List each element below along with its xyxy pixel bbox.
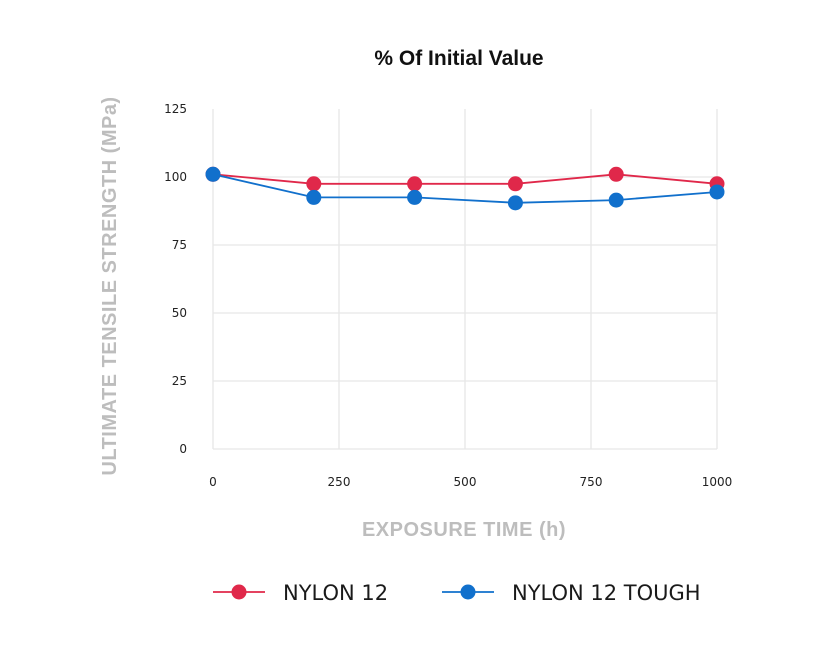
y-tick-label: 125	[164, 102, 187, 116]
data-point	[205, 166, 221, 182]
y-tick-label: 50	[172, 306, 187, 320]
legend-label: NYLON 12 TOUGH	[512, 581, 701, 605]
y-tick-label: 100	[164, 170, 187, 184]
data-point	[407, 176, 423, 192]
legend-marker	[231, 584, 247, 600]
x-tick-label: 250	[328, 475, 351, 489]
y-tick-label: 0	[179, 442, 187, 456]
data-point	[709, 184, 725, 200]
chart-title: % Of Initial Value	[374, 47, 543, 70]
data-point	[608, 192, 624, 208]
gridlines	[212, 109, 718, 450]
x-tick-label: 500	[454, 475, 477, 489]
legend-label: NYLON 12	[283, 581, 388, 605]
x-tick-label: 0	[209, 475, 217, 489]
y-axis-label: ULTIMATE TENSILE STRENGTH (MPa)	[99, 96, 121, 475]
data-point	[608, 166, 624, 182]
data-point	[507, 195, 523, 211]
y-tick-label: 75	[172, 238, 187, 252]
tick-labels: 0 25 50 75 100 125 0 250 500 750 1000	[164, 102, 732, 489]
legend-marker	[460, 584, 476, 600]
series-line-1	[212, 173, 718, 185]
y-tick-label: 25	[172, 374, 187, 388]
x-tick-label: 1000	[702, 475, 733, 489]
x-tick-label: 750	[580, 475, 603, 489]
legend: NYLON 12 NYLON 12 TOUGH	[213, 581, 701, 605]
data-series	[205, 166, 725, 211]
data-point	[407, 189, 423, 205]
data-point	[507, 176, 523, 192]
series-line-2	[212, 173, 718, 204]
x-axis-label: EXPOSURE TIME (h)	[362, 519, 566, 541]
data-point	[306, 189, 322, 205]
data-point	[306, 176, 322, 192]
